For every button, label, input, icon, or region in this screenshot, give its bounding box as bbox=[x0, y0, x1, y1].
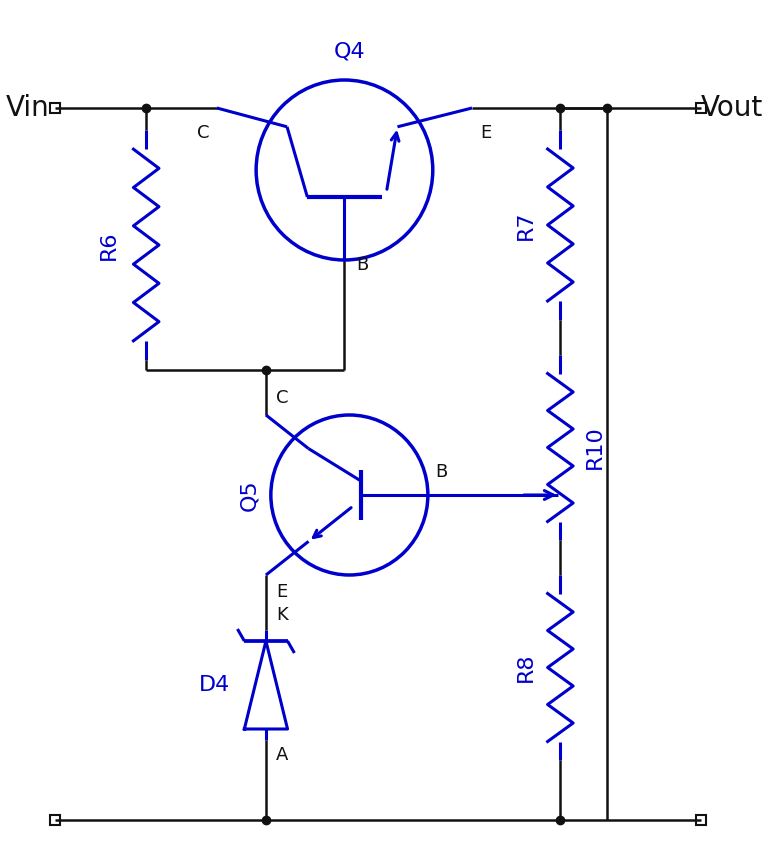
Text: R10: R10 bbox=[584, 425, 604, 469]
Bar bbox=[696, 103, 706, 113]
Text: Q4: Q4 bbox=[333, 42, 365, 62]
Bar bbox=[696, 815, 706, 825]
Text: E: E bbox=[480, 124, 492, 142]
Text: E: E bbox=[276, 583, 287, 601]
Text: Q5: Q5 bbox=[240, 479, 260, 511]
Text: Vout: Vout bbox=[701, 94, 763, 122]
Text: D4: D4 bbox=[199, 675, 230, 695]
Text: R6: R6 bbox=[99, 230, 119, 260]
Text: C: C bbox=[276, 389, 288, 407]
Text: A: A bbox=[276, 746, 288, 764]
Text: Vin: Vin bbox=[5, 94, 49, 122]
Text: B: B bbox=[356, 256, 369, 274]
Bar bbox=[50, 103, 60, 113]
Text: C: C bbox=[197, 124, 209, 142]
Text: B: B bbox=[435, 463, 448, 481]
Text: K: K bbox=[276, 606, 287, 624]
Text: R8: R8 bbox=[516, 652, 536, 681]
Text: R7: R7 bbox=[516, 210, 536, 240]
Bar bbox=[50, 815, 60, 825]
